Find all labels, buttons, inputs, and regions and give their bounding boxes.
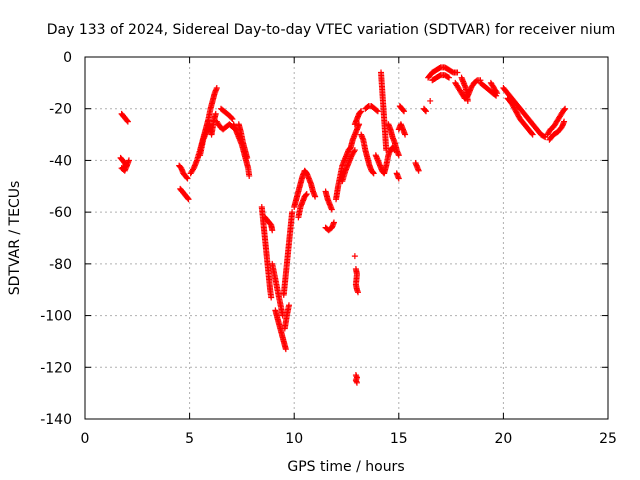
data-point	[289, 209, 295, 215]
y-tick-label: -100	[40, 309, 72, 325]
y-tick-label: -60	[49, 205, 72, 221]
y-tick-label: -120	[40, 360, 72, 376]
grid	[85, 57, 608, 419]
chart-title: Day 133 of 2024, Sidereal Day-to-day VTE…	[47, 22, 616, 38]
x-tick-label: 5	[185, 431, 194, 447]
data-point	[286, 302, 292, 308]
sdtvar-chart: Day 133 of 2024, Sidereal Day-to-day VTE…	[0, 0, 640, 480]
y-tick-label: -80	[49, 257, 72, 273]
x-tick-label: 20	[494, 431, 512, 447]
y-axis-label: SDTVAR / TECUs	[7, 181, 23, 296]
axis-ticks: 0 5 10 15 20 25 0 -20 -40 -60 -80 -100 -120 -140	[40, 50, 617, 447]
data-points	[118, 64, 569, 385]
y-tick-label: 0	[63, 50, 72, 66]
data-point	[352, 253, 358, 259]
y-tick-label: -20	[49, 102, 72, 118]
x-tick-label: 10	[285, 431, 303, 447]
y-tick-label: -40	[49, 153, 72, 169]
plot-frame	[85, 57, 608, 419]
x-tick-label: 0	[81, 431, 90, 447]
x-tick-label: 15	[390, 431, 408, 447]
data-point	[454, 70, 460, 76]
data-point	[427, 98, 433, 104]
y-tick-label: -140	[40, 412, 72, 428]
x-tick-label: 25	[599, 431, 617, 447]
x-axis-label: GPS time / hours	[287, 459, 404, 475]
